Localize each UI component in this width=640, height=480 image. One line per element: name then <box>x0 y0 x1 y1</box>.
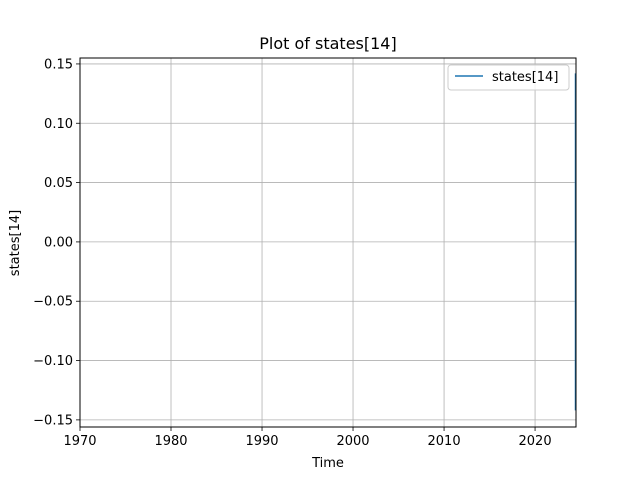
y-axis-label: states[14] <box>8 210 23 276</box>
x-tick-label-2: 1990 <box>245 434 278 449</box>
x-tick-label-3: 2000 <box>336 434 369 449</box>
x-tick-label-5: 2020 <box>519 434 552 449</box>
x-tick-label-1: 1980 <box>154 434 187 449</box>
plot-area-frame <box>79 57 577 428</box>
x-axis-ticks: 1970 1980 1990 2000 2010 2020 <box>63 427 552 449</box>
y-tick-label-3: 0.00 <box>44 235 73 250</box>
x-tick-label-4: 2010 <box>428 434 461 449</box>
legend-box <box>447 64 570 91</box>
y-tick-label-6: −0.15 <box>33 413 73 428</box>
legend: states[14] <box>447 64 570 91</box>
grid-lines <box>79 58 576 427</box>
legend-label-states-14: states[14] <box>492 70 558 85</box>
y-tick-label-0: 0.15 <box>44 57 73 72</box>
y-tick-label-4: −0.05 <box>33 295 73 310</box>
y-tick-label-1: 0.10 <box>44 117 73 132</box>
y-tick-label-5: −0.10 <box>33 354 73 369</box>
y-axis-ticks: 0.15 0.10 0.05 0.00 −0.05 −0.10 −0.15 <box>33 57 80 428</box>
y-tick-label-2: 0.05 <box>44 176 73 191</box>
x-tick-label-0: 1970 <box>63 434 96 449</box>
chart-title: Plot of states[14] <box>259 34 396 53</box>
x-axis-label: Time <box>311 456 344 471</box>
